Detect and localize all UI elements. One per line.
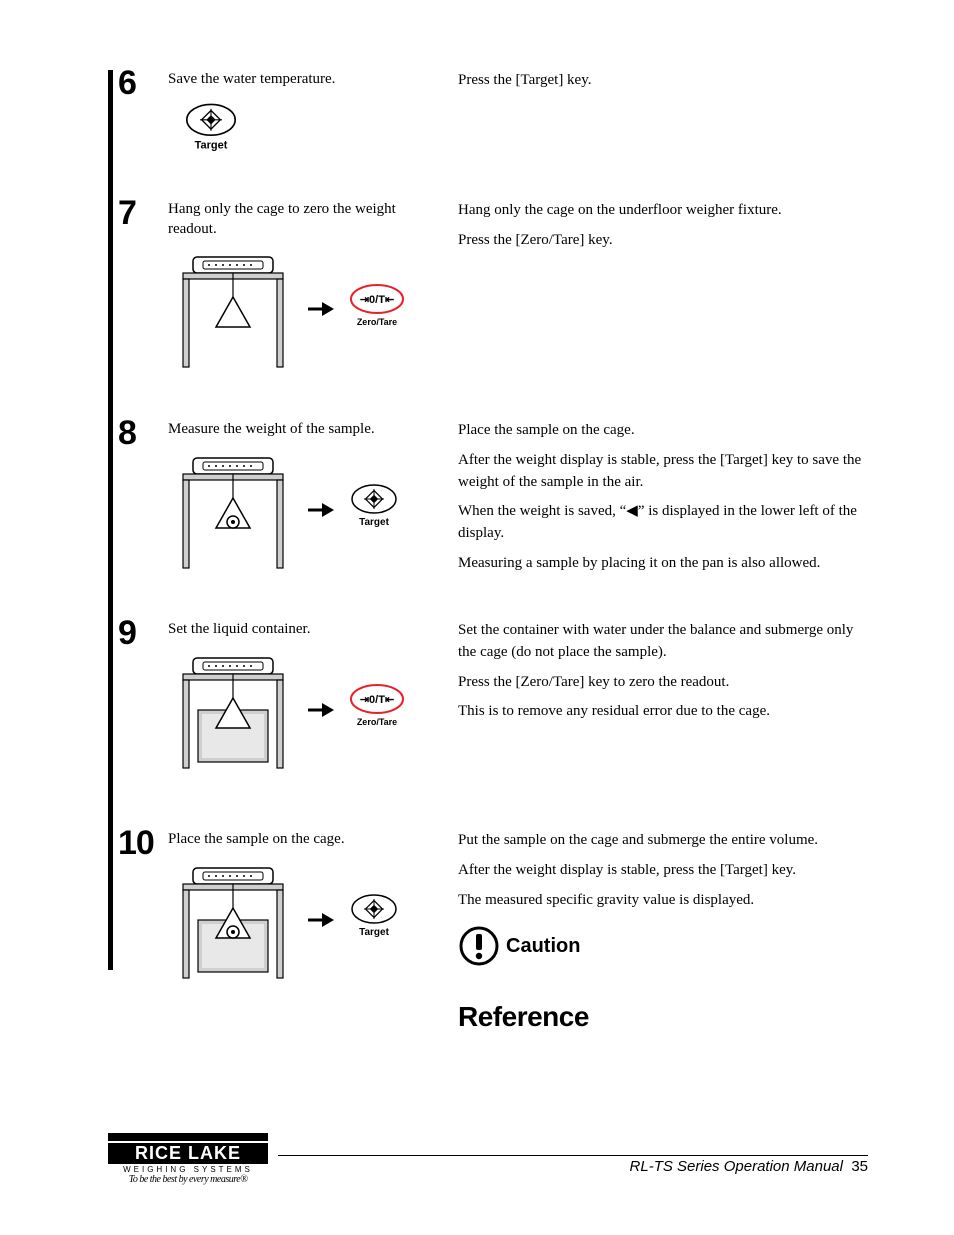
- arrow-icon: [306, 500, 336, 520]
- scale-diagram: [168, 249, 298, 369]
- step-right: Put the sample on the cage and submerge …: [458, 830, 868, 1038]
- step-left-text: Place the sample on the cage.: [168, 830, 448, 850]
- step-7: 7Hang only the cage to zero the weight r…: [108, 200, 868, 390]
- step-number: 8: [118, 414, 136, 453]
- step-right-para: Press the [Zero/Tare] key.: [458, 230, 868, 252]
- step-left-text: Measure the weight of the sample.: [168, 420, 448, 440]
- svg-text:Target: Target: [359, 927, 389, 938]
- step-right: Press the [Target] key.: [458, 70, 868, 100]
- reference-heading: Reference: [458, 997, 868, 1038]
- target-button-icon: Target: [344, 481, 404, 531]
- step-right-para: When the weight is saved, “◀” is display…: [458, 501, 868, 545]
- step-right: Hang only the cage on the underfloor wei…: [458, 200, 868, 260]
- step-right-para: After the weight display is stable, pres…: [458, 860, 868, 882]
- footer-text: RL-TS Series Operation Manual 35: [108, 1158, 868, 1175]
- zero-tare-button-icon: ⇥0/T⇤ Zero/Tare: [344, 281, 410, 331]
- step-right-para: The measured specific gravity value is d…: [458, 890, 868, 912]
- step-number: 10: [118, 824, 154, 863]
- step-diagram: ⇥0/T⇤ Zero/Tare: [168, 249, 448, 369]
- page-number: 35: [851, 1158, 868, 1175]
- svg-text:Zero/Tare: Zero/Tare: [357, 717, 397, 727]
- step-left-text: Hang only the cage to zero the weight re…: [168, 200, 448, 239]
- svg-text:⇥0/T⇤: ⇥0/T⇤: [360, 294, 394, 306]
- svg-text:Zero/Tare: Zero/Tare: [357, 317, 397, 327]
- step-9: 9Set the liquid container. ⇥0/T⇤ Zero/Ta…: [108, 620, 868, 800]
- step-right-para: Press the [Target] key.: [458, 70, 868, 92]
- step-left: Place the sample on the cage.: [168, 830, 448, 980]
- logo-bar: [108, 1133, 268, 1141]
- step-left-text: Save the water temperature.: [168, 70, 448, 90]
- scale-diagram: [168, 650, 298, 770]
- manual-title: RL-TS Series Operation Manual: [630, 1158, 843, 1175]
- svg-text:Target: Target: [359, 517, 389, 528]
- step-right-para: This is to remove any residual error due…: [458, 701, 868, 723]
- step-left: Set the liquid container. ⇥0/T⇤ Zero/Tar…: [168, 620, 448, 770]
- step-right: Set the container with water under the b…: [458, 620, 868, 731]
- scale-diagram: [168, 860, 298, 980]
- step-number: 6: [118, 64, 136, 103]
- step-right-para: Hang only the cage on the underfloor wei…: [458, 200, 868, 222]
- step-right-para: After the weight display is stable, pres…: [458, 450, 868, 494]
- step-diagram: Target: [168, 100, 448, 162]
- arrow-icon: [306, 700, 336, 720]
- step-diagram: Target: [168, 860, 448, 980]
- step-left: Hang only the cage to zero the weight re…: [168, 200, 448, 369]
- caution-block: Caution: [458, 925, 868, 967]
- step-10: 10Place the sample on the cage.: [108, 830, 868, 1090]
- caution-label: Caution: [506, 932, 580, 961]
- svg-text:⇥0/T⇤: ⇥0/T⇤: [360, 694, 394, 706]
- step-6: 6Save the water temperature. Target Pres…: [108, 70, 868, 170]
- step-right-para: Place the sample on the cage.: [458, 420, 868, 442]
- step-left: Measure the weight of the sample. Target: [168, 420, 448, 570]
- step-8: 8Measure the weight of the sample. Targe…: [108, 420, 868, 590]
- page-content: 6Save the water temperature. Target Pres…: [108, 70, 868, 1120]
- step-right-para: Put the sample on the cage and submerge …: [458, 830, 868, 852]
- step-number: 7: [118, 194, 136, 233]
- step-right: Place the sample on the cage. After the w…: [458, 420, 868, 583]
- target-button-icon: Target: [344, 891, 404, 941]
- logo-tagline: To be the best by every measure®: [108, 1174, 268, 1185]
- step-right-para: Press the [Zero/Tare] key to zero the re…: [458, 672, 868, 694]
- arrow-icon: [306, 299, 336, 319]
- svg-text:Target: Target: [195, 139, 228, 151]
- scale-diagram: [168, 450, 298, 570]
- arrow-icon: [306, 910, 336, 930]
- step-left: Save the water temperature. Target: [168, 70, 448, 161]
- step-right-para: Set the container with water under the b…: [458, 620, 868, 664]
- step-right-para: Measuring a sample by placing it on the …: [458, 553, 868, 575]
- page-footer: RL-TS Series Operation Manual 35: [108, 1155, 868, 1175]
- zero-tare-button-icon: ⇥0/T⇤ Zero/Tare: [344, 681, 410, 731]
- target-button-icon: Target: [178, 100, 244, 155]
- step-number: 9: [118, 614, 136, 653]
- step-left-text: Set the liquid container.: [168, 620, 448, 640]
- step-diagram: ⇥0/T⇤ Zero/Tare: [168, 650, 448, 770]
- caution-icon: [458, 925, 500, 967]
- footer-rule: [278, 1155, 868, 1156]
- step-diagram: Target: [168, 450, 448, 570]
